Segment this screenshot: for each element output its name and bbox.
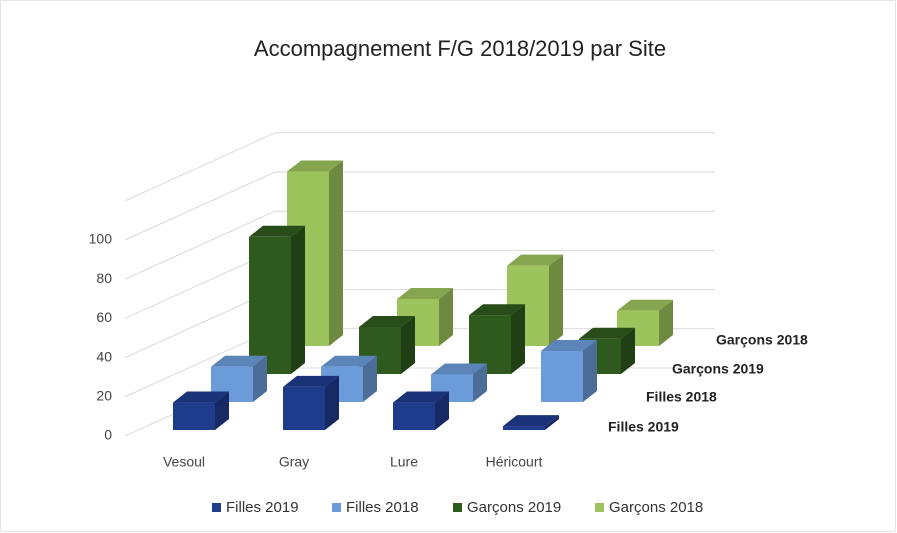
grid-line xyxy=(124,210,276,280)
bar-side xyxy=(215,391,229,430)
bar-top xyxy=(287,160,343,172)
bar-side xyxy=(545,415,559,430)
bar-top xyxy=(503,415,559,427)
legend-swatch xyxy=(332,503,341,512)
bar xyxy=(393,391,449,430)
bar-side xyxy=(621,327,635,374)
series-axis-label: Filles 2019 xyxy=(608,419,679,435)
bar-front xyxy=(173,402,215,430)
bar-top xyxy=(469,304,525,316)
bar-top xyxy=(617,299,673,311)
chart-title: Accompagnement F/G 2018/2019 par Site xyxy=(254,36,666,61)
bar-top xyxy=(397,287,453,299)
legend-swatch xyxy=(453,503,462,512)
bar-side xyxy=(549,254,563,346)
bar-top xyxy=(249,225,305,237)
bar-side xyxy=(435,391,449,430)
y-tick-label: 60 xyxy=(96,309,112,325)
bar xyxy=(211,355,267,402)
bar-top xyxy=(541,340,597,352)
bar xyxy=(469,304,525,374)
bar-top xyxy=(359,315,415,327)
x-tick-label: Gray xyxy=(279,454,309,470)
bar-front xyxy=(503,426,545,430)
legend-swatch xyxy=(212,503,221,512)
bar xyxy=(503,415,559,430)
bar-side xyxy=(473,363,487,402)
bar-front xyxy=(283,386,325,430)
bar-top xyxy=(393,391,449,403)
legend-label: Garçons 2018 xyxy=(609,499,703,516)
bar-side xyxy=(329,160,343,346)
y-tick-label: 20 xyxy=(96,388,112,404)
grid-line xyxy=(124,171,276,241)
x-tick-label: Lure xyxy=(390,454,418,470)
bar-top xyxy=(173,391,229,403)
bar-top xyxy=(507,254,563,266)
bar xyxy=(173,391,229,430)
series-axis-label: Garçons 2018 xyxy=(716,332,808,348)
bar-side xyxy=(511,304,525,374)
bar xyxy=(249,225,305,374)
bar-top xyxy=(579,327,635,339)
bar-side xyxy=(363,355,377,402)
bar-front xyxy=(393,402,435,430)
y-tick-label: 80 xyxy=(96,270,112,286)
legend-label: Filles 2019 xyxy=(226,499,299,516)
y-tick-label: 40 xyxy=(96,348,112,364)
grid-line xyxy=(124,132,276,202)
y-tick-label: 100 xyxy=(89,231,113,247)
bar-side xyxy=(439,287,453,346)
bar-side xyxy=(325,375,339,430)
bar-side xyxy=(253,355,267,402)
bar-top xyxy=(431,363,487,375)
bar xyxy=(283,375,339,430)
legend-label: Filles 2018 xyxy=(346,499,419,516)
y-tick-label: 0 xyxy=(104,427,112,443)
legend-label: Garçons 2019 xyxy=(467,499,561,516)
bar xyxy=(541,340,597,402)
legend-swatch xyxy=(595,503,604,512)
bar-side xyxy=(401,315,415,374)
series-axis-label: Filles 2018 xyxy=(646,389,717,405)
series-axis-label: Garçons 2019 xyxy=(672,361,764,377)
bar-front xyxy=(249,236,291,374)
bar-top xyxy=(321,355,377,367)
bar-side xyxy=(291,225,305,374)
bar-side xyxy=(659,299,673,346)
bar-top xyxy=(283,375,339,387)
bar xyxy=(431,363,487,402)
bar-front xyxy=(541,351,583,402)
x-tick-label: Héricourt xyxy=(486,454,543,470)
x-tick-label: Vesoul xyxy=(163,454,205,470)
bar-side xyxy=(583,340,597,402)
bar-top xyxy=(211,355,267,367)
